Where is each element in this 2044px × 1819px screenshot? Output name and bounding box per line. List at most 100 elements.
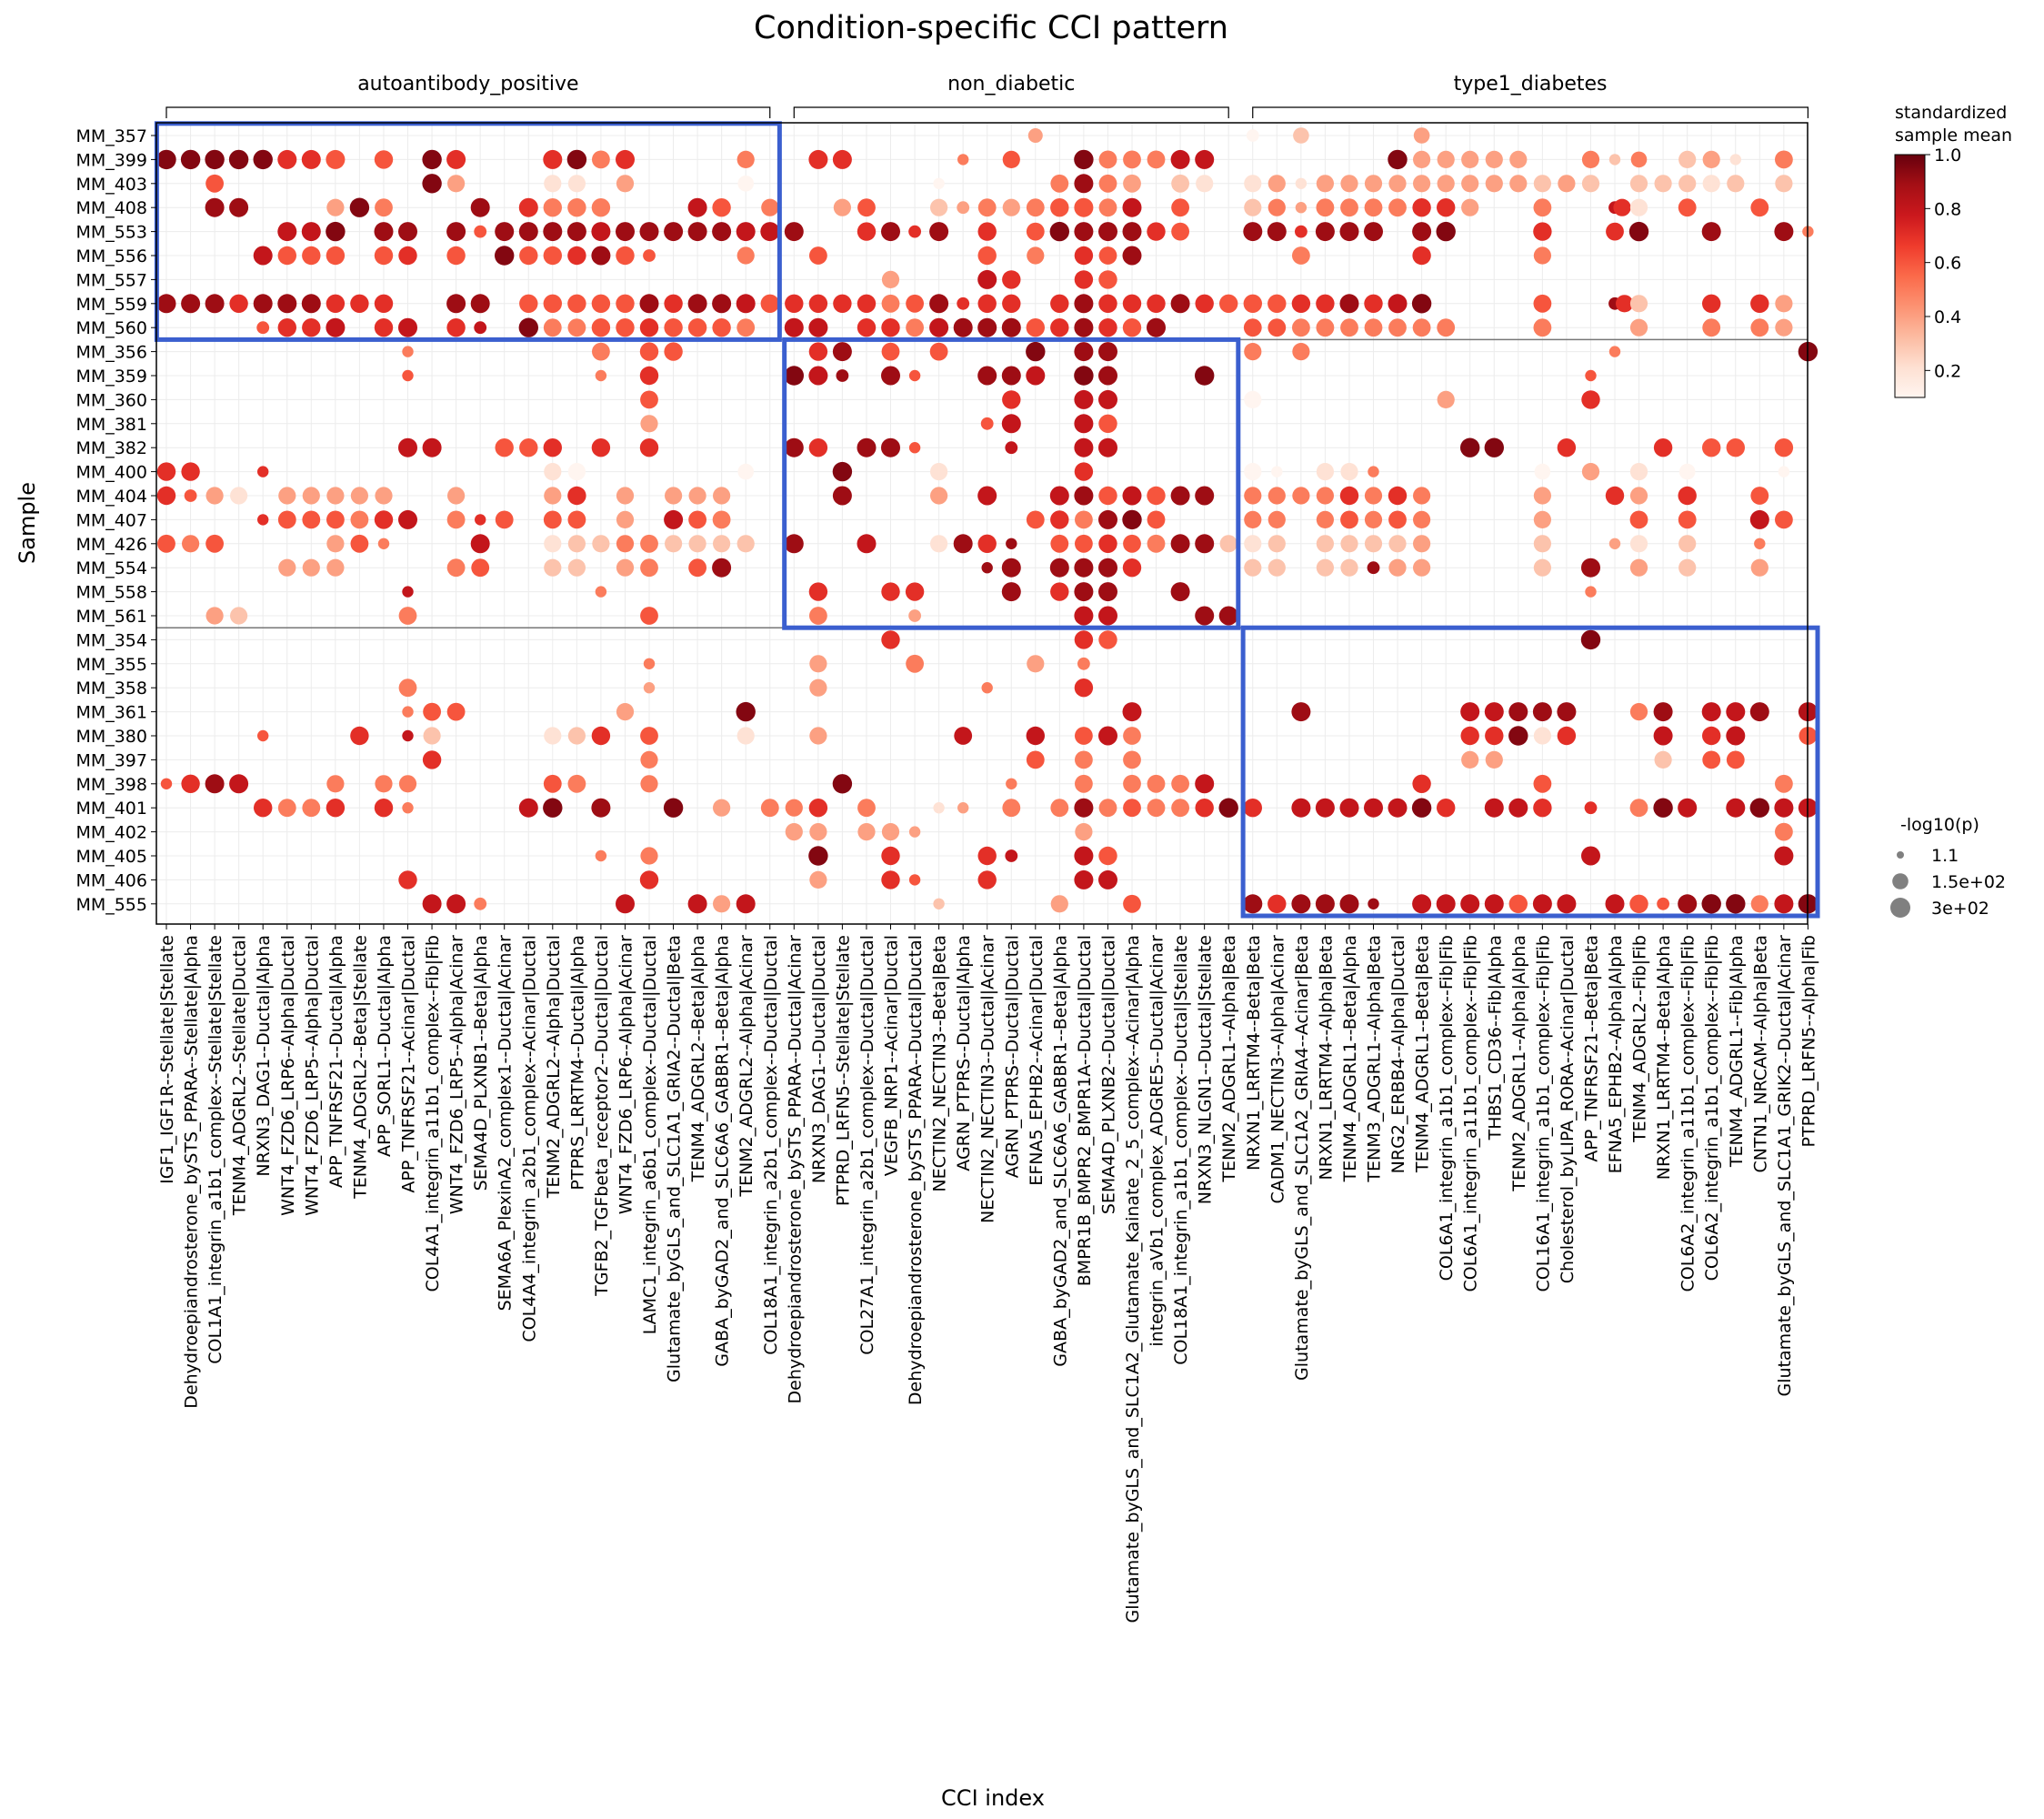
- data-point: [808, 438, 828, 457]
- data-point: [977, 198, 997, 217]
- data-point: [1581, 175, 1600, 193]
- data-point: [1585, 369, 1597, 382]
- data-point: [518, 317, 538, 337]
- data-point: [205, 149, 225, 170]
- data-point: [713, 535, 731, 553]
- data-point: [953, 534, 973, 554]
- x-tick-label: NRG2_ERBB4--Alpha|Ductal: [1388, 935, 1408, 1173]
- data-point: [567, 198, 586, 217]
- data-point: [1170, 294, 1190, 314]
- data-point: [760, 294, 779, 313]
- data-point: [643, 682, 656, 694]
- data-point: [977, 366, 997, 386]
- data-point: [687, 294, 707, 314]
- data-point: [595, 586, 607, 598]
- data-point: [277, 246, 296, 266]
- y-tick-label: MM_399: [75, 150, 147, 170]
- data-point: [1123, 534, 1141, 553]
- data-point: [1436, 894, 1456, 914]
- data-point: [616, 318, 635, 337]
- data-point: [1413, 175, 1431, 193]
- data-point: [1678, 150, 1697, 168]
- data-point: [1050, 294, 1069, 313]
- data-point: [1316, 535, 1334, 553]
- data-point: [1098, 630, 1117, 649]
- data-point: [1026, 318, 1046, 337]
- data-point: [543, 798, 563, 818]
- data-point: [1726, 750, 1745, 769]
- data-point: [1002, 270, 1021, 289]
- data-point: [544, 727, 562, 745]
- x-tick-label: TENM2_ADGRL2--Alpha|Acinar: [736, 935, 756, 1198]
- data-point: [1026, 341, 1046, 362]
- data-point: [1098, 846, 1117, 866]
- data-point: [1605, 894, 1625, 914]
- color-legend-title-line1: standardized: [1895, 103, 2007, 123]
- data-point: [543, 246, 562, 266]
- data-point: [1508, 726, 1528, 746]
- data-point: [1098, 509, 1117, 529]
- x-tick-label: NECTIN2_NECTIN3--Beta|Beta: [930, 935, 950, 1192]
- data-point: [257, 514, 269, 526]
- data-point: [302, 799, 321, 818]
- data-point: [1678, 463, 1696, 480]
- data-point: [906, 318, 924, 337]
- data-point: [712, 510, 731, 529]
- data-point: [1074, 798, 1094, 818]
- x-tick-label: TENM4_ADGRL1--Beta|Beta: [1413, 935, 1433, 1173]
- data-point: [398, 222, 417, 242]
- data-point: [688, 510, 706, 529]
- data-point: [302, 510, 321, 529]
- y-tick-label: MM_361: [75, 703, 147, 723]
- size-legend-label: 1.1: [1931, 846, 1959, 866]
- data-point: [1340, 175, 1358, 193]
- data-point: [1339, 222, 1359, 242]
- data-point: [1413, 535, 1431, 553]
- data-point: [301, 149, 321, 169]
- data-point: [1616, 295, 1634, 313]
- data-point: [543, 294, 562, 313]
- data-point: [1657, 897, 1669, 910]
- data-point: [1368, 898, 1379, 910]
- data-point: [277, 510, 296, 529]
- data-point: [180, 149, 201, 170]
- data-point: [1750, 487, 1769, 505]
- data-point: [1074, 294, 1094, 314]
- y-tick-label: MM_558: [75, 583, 147, 603]
- data-point: [349, 197, 370, 217]
- data-point: [470, 534, 490, 554]
- data-point: [1364, 798, 1383, 818]
- data-point: [1388, 486, 1408, 506]
- colorbar-tick-label: 0.6: [1934, 254, 1961, 274]
- group-label: non_diabetic: [947, 73, 1075, 95]
- data-point: [857, 294, 877, 313]
- data-point: [808, 317, 828, 337]
- data-point: [1484, 702, 1504, 722]
- data-point: [1388, 798, 1408, 818]
- data-point: [181, 462, 200, 481]
- data-point: [157, 534, 175, 553]
- data-point: [1533, 558, 1551, 577]
- data-point: [1098, 150, 1117, 169]
- x-tick-label: APP_SORL1--Ductal|Alpha: [375, 935, 395, 1157]
- data-point: [544, 535, 562, 553]
- data-point: [1533, 198, 1552, 217]
- data-point: [1654, 175, 1672, 193]
- data-point: [1485, 726, 1504, 746]
- data-point: [1267, 198, 1286, 216]
- data-point: [908, 225, 921, 238]
- size-legend-marker: [1890, 898, 1910, 918]
- data-point: [1749, 798, 1770, 818]
- data-point: [881, 294, 900, 313]
- data-point: [591, 246, 611, 266]
- data-point: [1581, 462, 1600, 481]
- data-point: [398, 870, 417, 889]
- data-point: [326, 221, 346, 242]
- data-point: [1074, 558, 1094, 578]
- data-point: [1533, 318, 1552, 337]
- data-point: [1750, 294, 1769, 313]
- data-point: [1775, 510, 1793, 529]
- data-point: [643, 249, 656, 262]
- data-point: [1412, 774, 1431, 793]
- data-point: [1074, 414, 1094, 434]
